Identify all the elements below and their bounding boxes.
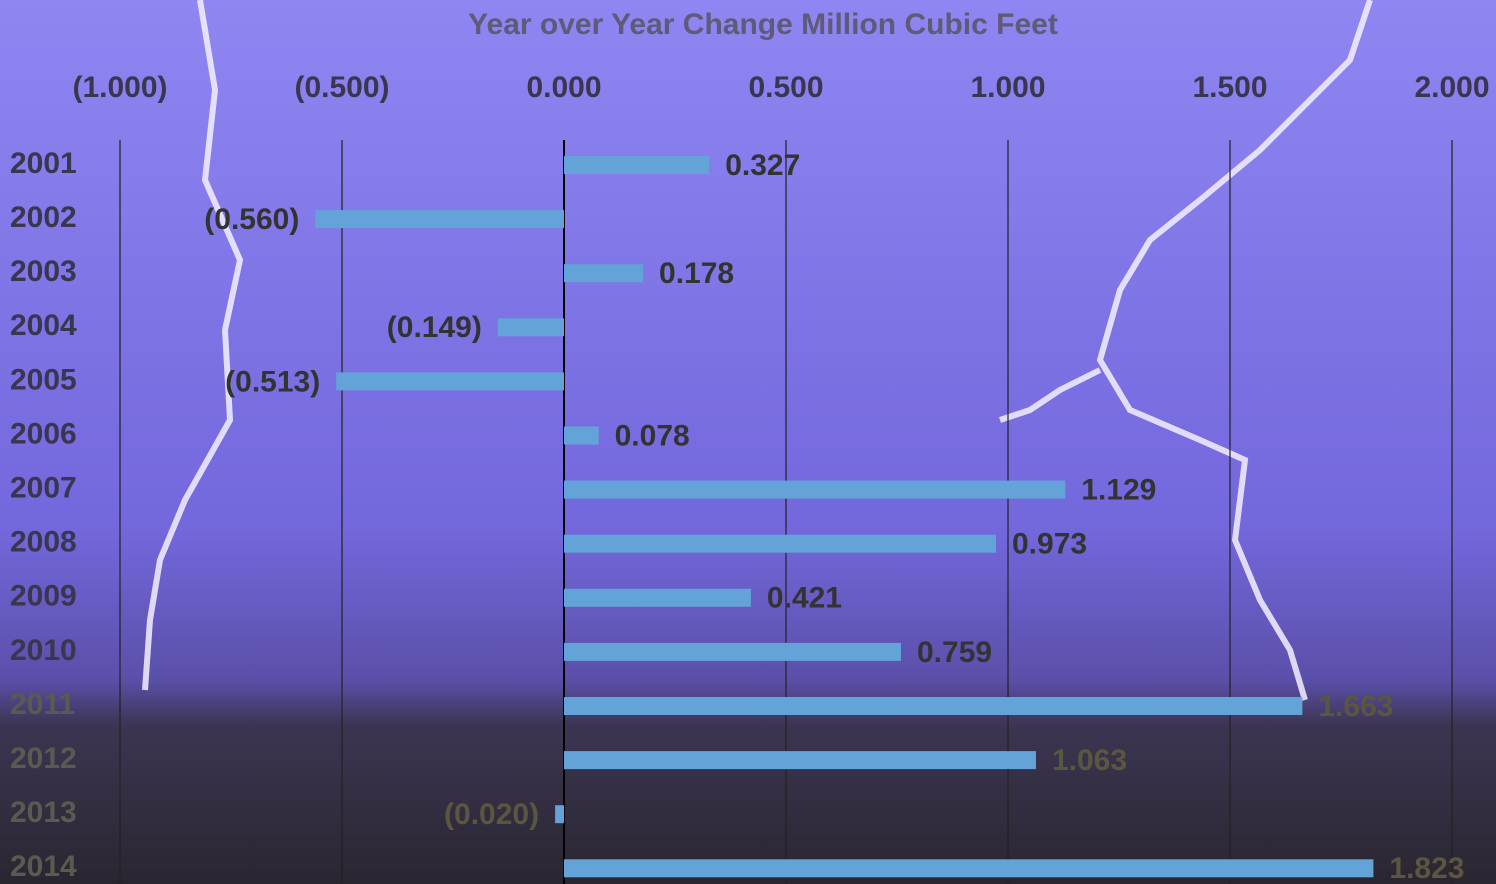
- bar: [564, 642, 901, 661]
- y-tick-label: 2007: [10, 472, 77, 505]
- bar: [336, 372, 564, 391]
- y-tick-label: 2004: [10, 309, 77, 342]
- y-tick-label: 2006: [10, 417, 77, 450]
- x-tick-label: 0.500: [748, 71, 823, 104]
- y-tick-label: 2012: [10, 742, 77, 775]
- value-label: 1.823: [1389, 852, 1464, 884]
- bar: [564, 697, 1303, 715]
- bar: [555, 805, 564, 824]
- y-tick-label: 2009: [10, 580, 77, 613]
- value-label: 0.421: [767, 582, 842, 615]
- bar: [564, 426, 599, 445]
- value-label: 1.663: [1318, 690, 1393, 723]
- bar: [564, 264, 644, 283]
- value-label: 1.129: [1081, 474, 1156, 507]
- y-tick-label: 2011: [10, 688, 75, 721]
- x-tick-label: 1.500: [1192, 71, 1267, 104]
- bar: [497, 318, 564, 337]
- lightning: [142, 0, 1373, 701]
- value-label: 0.178: [659, 257, 734, 290]
- value-label: 1.063: [1052, 744, 1127, 777]
- bar: [564, 156, 710, 174]
- y-tick-label: 2014: [10, 850, 77, 883]
- value-label: (0.513): [225, 365, 320, 398]
- x-tick-label: (0.500): [294, 71, 389, 104]
- bar: [564, 480, 1066, 499]
- value-label: (0.149): [387, 311, 482, 344]
- value-label: 0.078: [615, 419, 690, 452]
- value-label: (0.020): [444, 798, 539, 831]
- y-tick-label: 2013: [10, 796, 77, 829]
- y-tick-label: 2001: [10, 147, 77, 180]
- y-tick-label: 2008: [10, 526, 77, 559]
- value-label: 0.327: [725, 149, 800, 182]
- chart-title: Year over Year Change Million Cubic Feet: [468, 8, 1058, 41]
- value-label: 0.759: [917, 636, 992, 669]
- x-tick-label: 1.000: [970, 71, 1045, 104]
- value-label: (0.560): [204, 203, 299, 236]
- bar: [315, 210, 564, 229]
- y-tick-label: 2003: [10, 255, 77, 288]
- bar: [564, 588, 751, 607]
- x-tick-label: 2.000: [1414, 71, 1489, 104]
- bar: [564, 751, 1036, 770]
- bar: [564, 534, 997, 553]
- x-tick-label: 0.000: [526, 71, 601, 104]
- y-tick-label: 2010: [10, 634, 77, 667]
- y-tick-label: 2002: [10, 201, 77, 234]
- y-tick-label: 2005: [10, 363, 77, 396]
- value-label: 0.973: [1012, 528, 1087, 561]
- x-tick-label: (1.000): [72, 71, 167, 104]
- bar: [564, 859, 1374, 878]
